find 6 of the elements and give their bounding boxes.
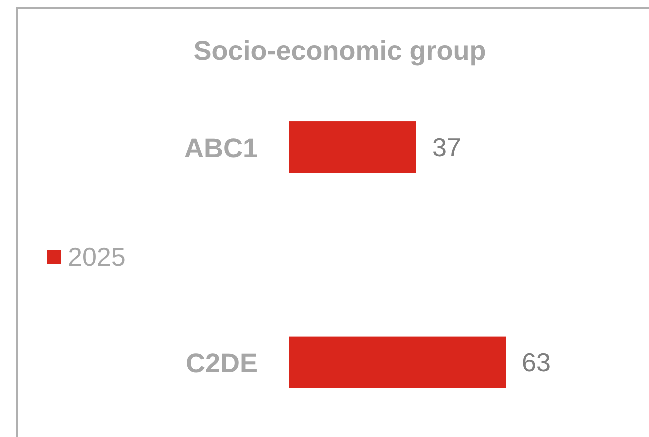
y-tick-label: C2DE	[186, 348, 258, 379]
data-label: 63	[522, 348, 551, 378]
data-label: 37	[432, 132, 462, 162]
y-tick-label: ABC1	[184, 133, 258, 164]
legend-label: 2025	[68, 242, 126, 272]
chart-title: Socio-economic group	[194, 36, 486, 66]
